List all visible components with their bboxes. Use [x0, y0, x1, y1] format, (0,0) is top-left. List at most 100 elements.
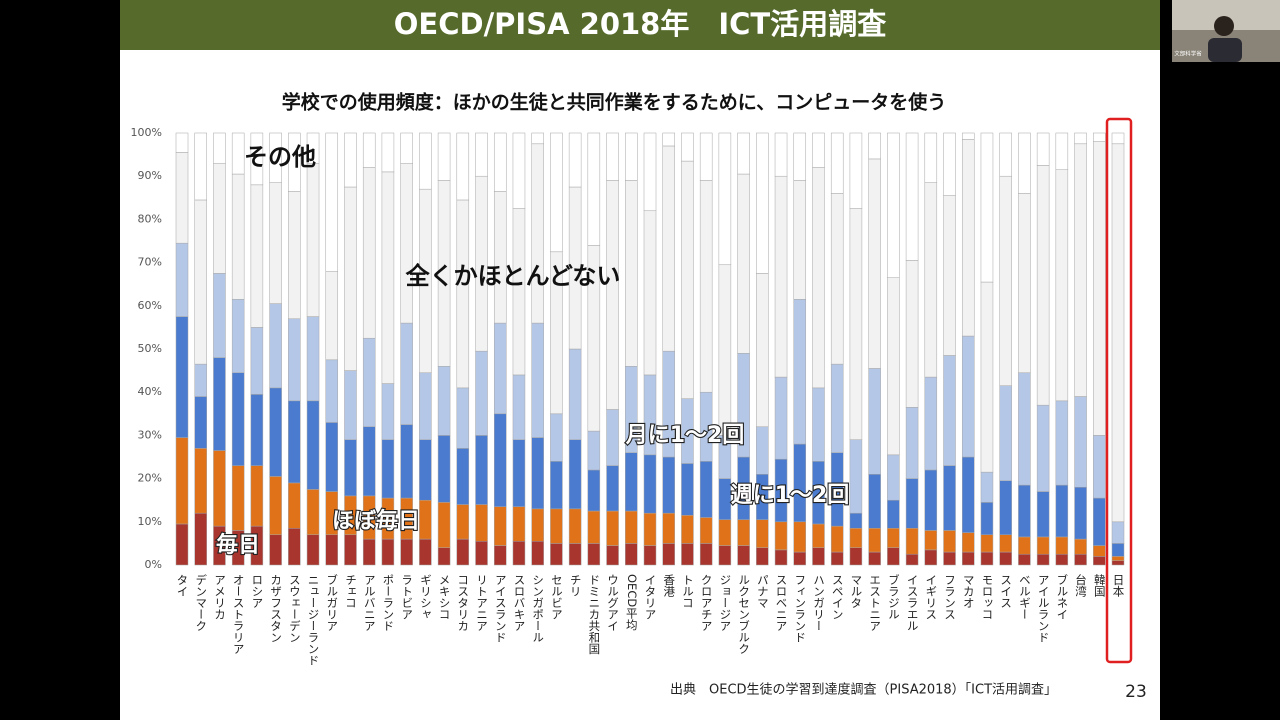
bar-segment — [362, 426, 376, 497]
x-tick-label: アメリカ — [213, 574, 227, 620]
x-tick-label: イスラエル — [906, 574, 920, 632]
bar-segment — [419, 132, 432, 190]
bar-segment — [493, 132, 507, 192]
bar-segment — [1093, 556, 1106, 566]
bar-segment — [756, 547, 769, 566]
bar-segment — [194, 512, 207, 566]
x-tick-label: アイルランド — [1037, 574, 1051, 643]
bar-segment — [587, 510, 601, 544]
bar-segment — [269, 132, 282, 183]
bar-segment — [306, 400, 320, 490]
bar-segment — [531, 132, 544, 145]
bar-segment — [643, 132, 657, 212]
bar-segment — [606, 132, 619, 181]
bar-segment — [793, 521, 807, 553]
bar-segment — [194, 132, 207, 201]
bar-segment — [961, 139, 975, 337]
bar-segment — [437, 547, 451, 566]
bar-segment — [924, 182, 938, 378]
x-tick-label: ルクセンブルク — [737, 574, 751, 655]
bar-segment — [868, 474, 881, 529]
bar-segment — [999, 175, 1012, 386]
x-tick-label: ポーランド — [381, 574, 395, 632]
bar-segment — [999, 132, 1012, 177]
bar-segment — [943, 355, 956, 466]
bar-segment — [568, 543, 582, 566]
plot: 0% 10% 20% 30% 40% 50% 60% 70% 80% 90% 100% タイ デンマーク… — [131, 117, 1133, 666]
bar-segment — [269, 182, 282, 304]
series-label: 週に1～2回 — [731, 483, 850, 508]
bar-segment — [943, 530, 956, 553]
bar-segment — [194, 363, 207, 397]
bar-segment — [980, 502, 994, 536]
x-tick-label: タイ — [176, 574, 190, 597]
x-tick-label: オーストラリア — [232, 574, 246, 655]
bar-segment — [625, 180, 638, 367]
bar-segment — [662, 145, 675, 352]
bar-segment — [737, 173, 750, 354]
bar-segment — [325, 359, 339, 423]
bar-segment — [175, 152, 189, 244]
bar-segment — [1074, 396, 1087, 488]
bar-segment — [288, 482, 301, 529]
bar-segment — [961, 551, 975, 566]
bar-segment — [961, 132, 975, 140]
bar-segment — [306, 132, 320, 164]
bar-segment — [961, 335, 975, 458]
bar-segment — [830, 551, 844, 566]
bar-segment — [643, 454, 657, 514]
bar-segment — [980, 281, 994, 473]
bar-segment — [1111, 556, 1125, 561]
bar-segment — [1036, 491, 1050, 538]
bar-segment — [793, 180, 807, 300]
bar-segment — [980, 132, 994, 283]
bar-segment — [475, 540, 488, 566]
bar-segment — [606, 409, 619, 466]
bar-segment — [1093, 497, 1106, 546]
x-tick-label: ドミニカ共和国 — [587, 574, 601, 655]
x-tick-label: チリ — [569, 574, 583, 597]
bar-segment — [400, 132, 413, 164]
bar-segment — [1074, 538, 1087, 555]
bar-segment — [456, 448, 470, 505]
bar-segment — [288, 318, 301, 402]
bar-segment — [325, 534, 339, 566]
chart-title: 学校での使用頻度：ほかの生徒と共同作業をするために、コンピュータを使う — [282, 91, 946, 114]
bar-segment — [1018, 536, 1031, 555]
bar-segment — [1111, 143, 1125, 523]
bar-segment — [213, 132, 226, 164]
bar-segment — [550, 543, 563, 566]
y-tick-label: 80% — [138, 212, 162, 225]
bar-segment — [681, 543, 694, 566]
bar-segment — [737, 545, 750, 566]
x-tick-label: ロシア — [250, 574, 264, 609]
bar-segment — [1111, 560, 1125, 566]
bar-segment — [1093, 435, 1106, 499]
bar-segment — [812, 132, 825, 168]
bar-segment — [793, 299, 807, 445]
bar-segment — [531, 540, 544, 566]
bar-segment — [362, 132, 376, 168]
bar-segment — [381, 132, 395, 173]
bar-segment — [1036, 536, 1050, 555]
x-tick-label: ウルグアイ — [606, 574, 620, 632]
bar-segment — [1055, 484, 1069, 538]
bar-segment — [718, 132, 732, 266]
bar-segment — [681, 160, 694, 399]
bar-segment — [1055, 169, 1069, 402]
bar-segment — [905, 478, 919, 529]
bar-segment — [625, 452, 638, 512]
bar-segment — [924, 376, 938, 471]
bar-segment — [1036, 553, 1050, 566]
bar-segment — [887, 499, 900, 529]
bar-segment — [1036, 165, 1050, 406]
bar-segment — [493, 322, 507, 415]
bar-segment — [830, 363, 844, 453]
webcam-label: 文部科学省 — [1174, 50, 1202, 58]
bar-segment — [774, 376, 788, 460]
bar-segment — [568, 508, 582, 544]
x-tick-label: リトアニア — [475, 574, 489, 632]
bar-segment — [961, 456, 975, 533]
bar-segment — [531, 322, 544, 438]
bar-segment — [830, 132, 844, 194]
